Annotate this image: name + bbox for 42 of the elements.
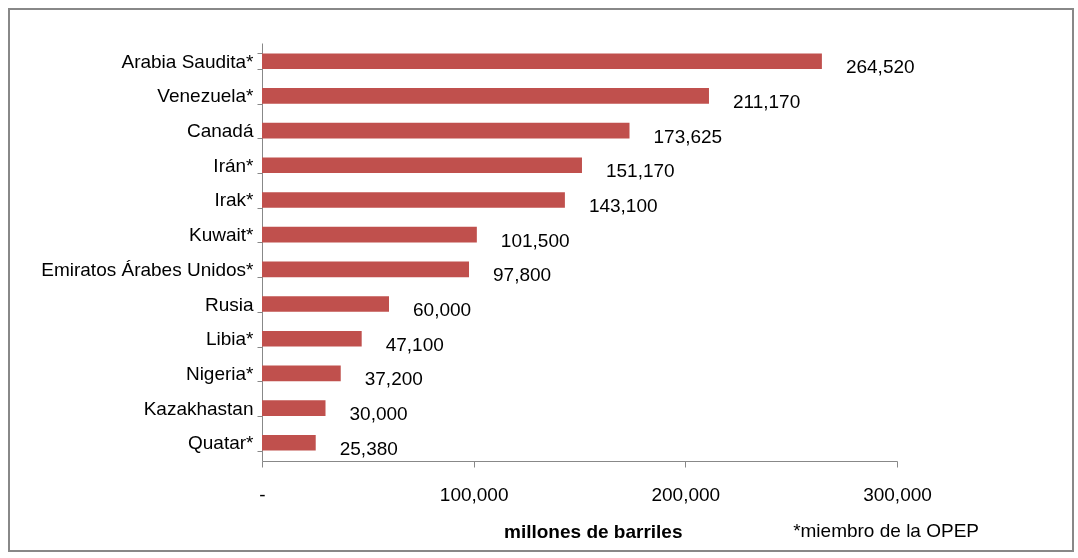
y-tick-label: Arabia Saudita* <box>121 50 255 72</box>
data-label: 101,500 <box>500 229 570 251</box>
bar <box>262 365 341 382</box>
y-tick-label: Canadá <box>186 120 254 142</box>
data-label: 173,625 <box>653 125 723 147</box>
bar <box>262 157 582 174</box>
data-label: 30,000 <box>349 403 408 425</box>
bar <box>262 53 822 70</box>
y-tick-label: Irak* <box>214 189 255 211</box>
bar <box>262 330 362 347</box>
text: *miembro de la OPEP <box>793 520 979 541</box>
data-label: 25,380 <box>339 437 398 459</box>
x-tick-label: 100,000 <box>439 483 509 505</box>
x-tick-label: 300,000 <box>863 483 932 505</box>
bar <box>262 88 709 104</box>
y-tick-label: Kuwait* <box>189 224 255 246</box>
y-tick-label: Quatar* <box>188 432 255 454</box>
data-label: 264,520 <box>845 56 915 78</box>
x-tick-label: 200,000 <box>651 483 721 505</box>
y-tick-label: Kazakhastan <box>143 397 254 419</box>
y-tick-label: Venezuela* <box>157 85 255 107</box>
bar <box>262 226 477 243</box>
bar <box>262 261 470 278</box>
data-label: 60,000 <box>413 299 472 321</box>
data-label: 151,170 <box>605 160 675 182</box>
x-tick-label: - <box>259 483 266 505</box>
bar <box>262 400 326 416</box>
data-label: 47,100 <box>385 333 444 355</box>
data-label: 97,800 <box>493 264 552 286</box>
data-label: 37,200 <box>364 368 423 390</box>
y-tick-label: Nigeria* <box>185 362 255 384</box>
bar <box>262 296 389 312</box>
y-tick-label: Libia* <box>205 328 255 350</box>
y-tick-label: Emiratos Árabes Unidos* <box>41 258 255 280</box>
bar <box>262 122 630 139</box>
bar <box>262 434 316 451</box>
bar <box>262 192 565 208</box>
y-tick-label: Irán* <box>213 154 255 176</box>
data-label: 143,100 <box>588 194 658 216</box>
x-axis-title: millones de barriles <box>504 520 683 542</box>
y-tick-label: Rusia <box>204 293 254 315</box>
data-label: 211,170 <box>732 90 801 112</box>
